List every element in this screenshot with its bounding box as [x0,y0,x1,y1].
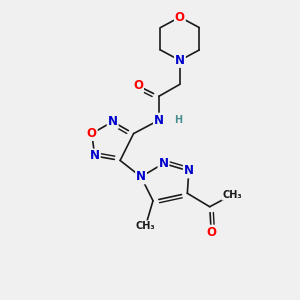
Text: N: N [184,164,194,177]
Text: H: H [174,115,182,125]
Text: N: N [108,115,118,128]
Text: N: N [154,114,164,127]
Text: N: N [175,54,185,67]
Text: N: N [158,157,168,170]
Text: O: O [87,127,97,140]
Text: N: N [90,149,100,163]
Text: O: O [206,226,216,238]
Text: CH₃: CH₃ [222,190,242,200]
Text: N: N [136,170,146,183]
Text: O: O [133,79,143,92]
Text: O: O [175,11,185,24]
Text: CH₃: CH₃ [136,221,155,231]
